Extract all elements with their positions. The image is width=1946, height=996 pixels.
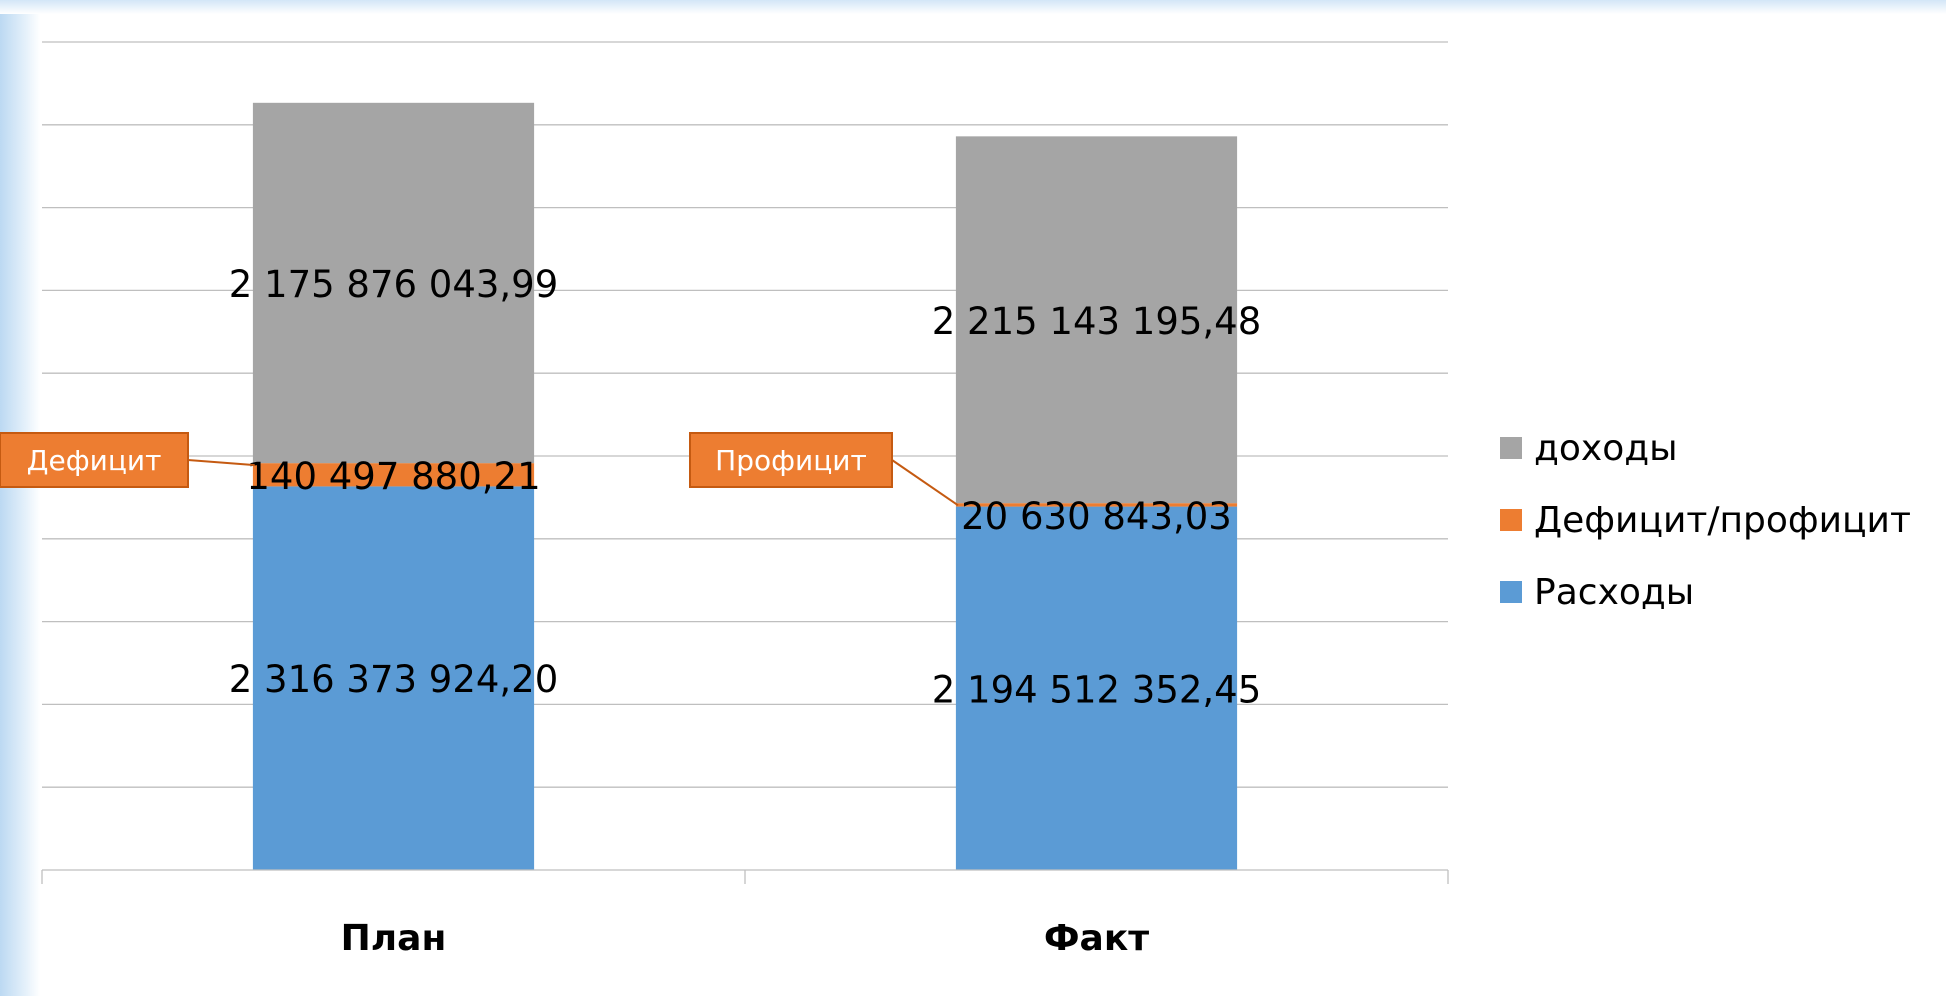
bar-segment-income (252, 102, 535, 464)
bar-segment-deficit (252, 463, 535, 487)
callout-box (0, 432, 189, 488)
background-top (0, 0, 1946, 14)
legend-swatch-expenses (1500, 581, 1522, 603)
legend-item-expenses: Расходы (1500, 556, 1911, 628)
legend-label-deficit: Дефицит/профицит (1534, 499, 1911, 541)
callout-leader (891, 459, 959, 506)
legend-swatch-income (1500, 437, 1522, 459)
data-labels: 2 316 373 924,20 140 497 880,21 2 175 876 … (229, 263, 1262, 711)
data-label-income: 2 175 876 043,99 (229, 263, 559, 306)
legend: доходы Дефицит/профицит Расходы (1500, 412, 1911, 628)
bar-segment-expenses (252, 486, 535, 870)
legend-swatch-deficit (1500, 509, 1522, 531)
callout-text: Профицит (715, 444, 867, 477)
legend-label-income: доходы (1534, 427, 1678, 469)
legend-label-expenses: Расходы (1534, 571, 1695, 613)
data-label-expenses: 2 194 512 352,45 (932, 668, 1262, 711)
background-left (0, 0, 40, 996)
x-axis: План Факт (41, 869, 1449, 959)
x-tick-label: План (341, 918, 447, 959)
bar-segment-deficit (955, 503, 1238, 507)
data-label-income: 2 215 143 195,48 (932, 300, 1262, 343)
callout-box (689, 432, 893, 488)
callout-text: Дефицит (27, 444, 162, 477)
callout-leader (187, 459, 255, 467)
data-label-deficit: 20 630 843,03 (961, 495, 1232, 538)
x-tick-label: Факт (1044, 918, 1149, 959)
legend-item-deficit: Дефицит/профицит (1500, 484, 1911, 556)
data-label-deficit: 140 497 880,21 (246, 455, 540, 498)
legend-item-income: доходы (1500, 412, 1911, 484)
callouts: Дефицит Профицит (0, 432, 959, 506)
bars (252, 102, 1238, 870)
bar-segment-expenses (955, 506, 1238, 870)
bar-segment-income (955, 136, 1238, 504)
data-label-expenses: 2 316 373 924,20 (229, 658, 559, 701)
